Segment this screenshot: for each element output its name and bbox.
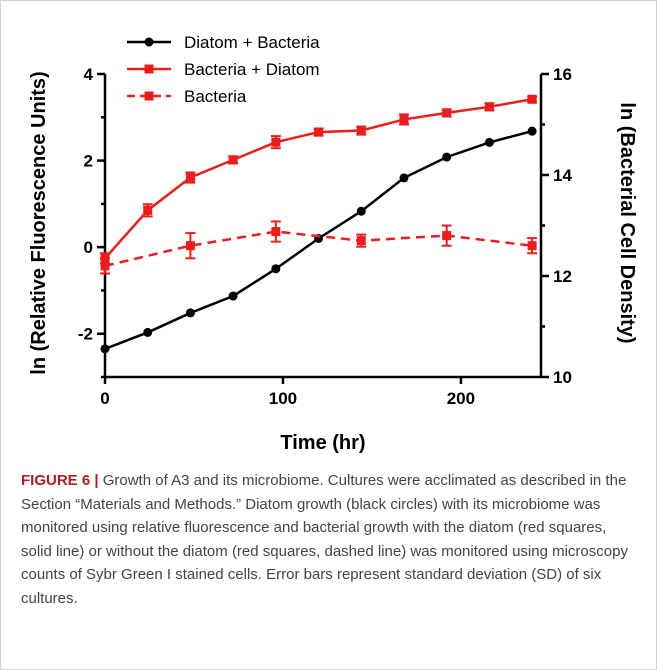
data-point	[356, 236, 366, 246]
data-point	[442, 152, 452, 162]
y-right-tick-label: 10	[553, 368, 572, 387]
data-point	[527, 126, 537, 136]
data-point	[314, 127, 324, 137]
data-point	[185, 173, 195, 183]
data-point	[271, 227, 281, 237]
data-point	[271, 137, 281, 147]
data-point	[100, 344, 110, 354]
series-1	[100, 126, 537, 354]
legend-label: Diatom + Bacteria	[184, 33, 320, 52]
caption-text: Growth of A3 and its microbiome. Culture…	[21, 472, 628, 607]
series-layer	[100, 94, 538, 354]
data-point	[527, 94, 537, 104]
y-axis-right-title: ln (Bacterial Cell Density)	[616, 102, 638, 343]
data-point	[143, 205, 153, 215]
legend-label: Bacteria + Diatom	[184, 60, 320, 79]
y-left-tick-label: 2	[84, 152, 93, 171]
y-left-tick-label: 0	[84, 238, 93, 257]
data-point	[484, 102, 494, 112]
data-point	[399, 114, 409, 124]
data-point	[228, 155, 238, 165]
data-point	[185, 308, 195, 318]
legend-label: Bacteria	[184, 87, 247, 106]
x-tick-label: 0	[100, 389, 109, 408]
data-point	[442, 108, 452, 118]
data-point	[442, 231, 452, 241]
series-3	[100, 220, 538, 275]
data-point	[100, 261, 110, 271]
data-point	[356, 126, 366, 136]
x-axis-title: Time (hr)	[280, 432, 365, 454]
y-right-tick-label: 12	[553, 267, 572, 286]
data-point	[185, 241, 195, 251]
axes: 0 100 200 -2 0 2 4 10 12 14 16	[78, 65, 573, 408]
legend-marker	[144, 64, 154, 74]
data-point	[228, 291, 238, 301]
y-left-tick-label: 4	[84, 65, 94, 84]
y-right-tick-label: 14	[553, 166, 572, 185]
x-tick-label: 100	[269, 389, 297, 408]
chart: 0 100 200 -2 0 2 4 10 12 14 16 Diatom + Bacteria Ba…	[28, 33, 638, 454]
caption-label: FIGURE 6 |	[21, 472, 99, 489]
series-2	[100, 94, 538, 265]
legend: Diatom + Bacteria Bacteria + Diatom Bacter…	[127, 33, 320, 106]
y-axis-left-title: ln (Relative Fluorescence Units)	[28, 71, 50, 374]
x-tick-label: 200	[447, 389, 475, 408]
data-point	[527, 241, 537, 251]
data-point	[399, 173, 409, 183]
y-left-tick-label: -2	[78, 325, 93, 344]
series-line	[104, 230, 533, 268]
legend-marker	[144, 91, 154, 101]
y-right-tick-label: 16	[553, 65, 572, 84]
data-point	[356, 206, 366, 216]
data-point	[484, 137, 494, 147]
data-point	[143, 327, 153, 337]
data-point	[271, 264, 281, 274]
figure-caption: FIGURE 6 | Growth of A3 and its microbio…	[21, 469, 639, 610]
legend-marker	[144, 37, 154, 47]
